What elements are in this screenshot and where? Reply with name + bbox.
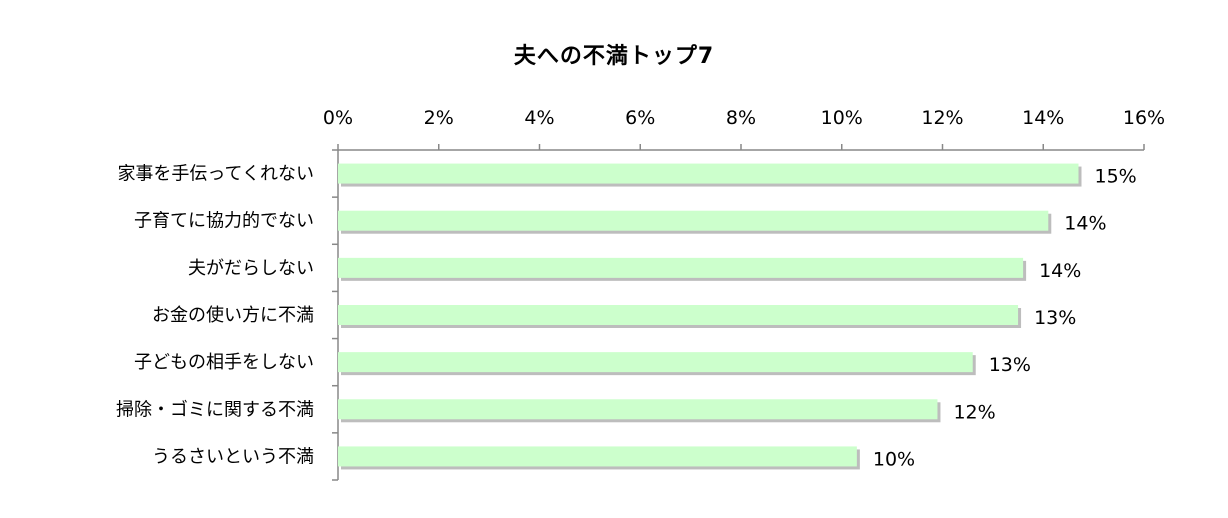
bars [338,163,1082,470]
x-tick-label: 10% [821,107,863,129]
category-label: 夫がだらしない [188,258,314,279]
category-label: 子育てに協力的でない [134,211,314,232]
labels: 0% 2% 4% 6% 8% 10% 12% 14% 16% 家事を手伝ってくれない 15% 子育てに… [116,107,1165,470]
x-tick-label: 2% [424,107,454,129]
chart-title: 夫への不満トップ7 [513,44,715,69]
bar [338,305,1019,325]
bar [338,257,1024,278]
value-label: 15% [1095,166,1137,188]
value-label: 14% [1064,213,1106,235]
value-label: 13% [1034,307,1076,329]
category-label: 家事を手伝ってくれない [117,164,314,185]
value-label: 13% [989,354,1031,376]
x-tick-label: 4% [524,107,554,129]
category-label: 掃除・ゴミに関する不満 [116,399,314,420]
x-tick-label: 12% [921,107,963,129]
x-tick-label: 6% [625,107,655,129]
x-tick-label: 14% [1022,107,1064,129]
x-tick-label: 8% [726,107,756,129]
bar [338,163,1079,184]
value-label: 12% [953,401,995,423]
value-label: 10% [873,448,915,470]
category-label: うるさいという不満 [152,446,314,467]
bar [338,352,973,373]
category-label: 子どもの相手をしない [134,352,314,373]
x-tick-label: 0% [323,107,353,129]
bar [338,446,857,467]
value-label: 14% [1039,260,1081,282]
x-tick-label: 16% [1123,107,1165,129]
bar [338,210,1049,231]
bar [338,399,938,420]
category-label: お金の使い方に不満 [152,305,314,326]
